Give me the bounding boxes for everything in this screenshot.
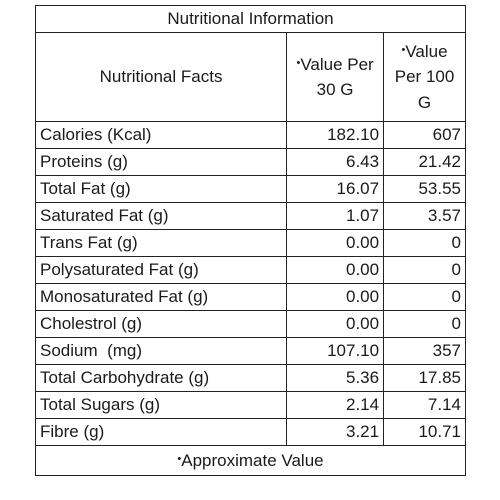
value-per-30g: 5.36: [286, 364, 385, 392]
value-per-100g: 3.57: [383, 202, 466, 230]
value-per-30g: 0.00: [286, 256, 385, 284]
table-row: Trans Fat (g) 0.00 0: [34, 229, 466, 257]
asterisk-mark: •: [401, 43, 406, 56]
value-per-30g: 16.07: [286, 175, 385, 203]
value-per-100g: 0: [383, 256, 466, 284]
table-row: Saturated Fat (g) 1.07 3.57: [34, 202, 466, 230]
value-per-100g: 10.71: [383, 418, 466, 446]
asterisk-mark: •: [177, 452, 182, 465]
value-per-30g: 0.00: [286, 283, 385, 311]
value-per-30g: 107.10: [286, 337, 385, 365]
header-value-per-30g-label: Value Per 30 G: [300, 54, 374, 100]
value-per-100g: 0: [383, 229, 466, 257]
nutrient-name: Fibre (g): [34, 418, 288, 446]
header-value-per-100g-label: Value Per 100 G: [394, 41, 455, 112]
nutrient-name: Polysaturated Fat (g): [34, 256, 288, 284]
value-per-30g: 182.10: [286, 121, 385, 149]
nutrient-name: Calories (Kcal): [34, 121, 288, 149]
footer-row: •Approximate Value: [35, 445, 466, 476]
header-value-per-100g: •Value Per 100 G: [383, 32, 466, 122]
table-row: Total Sugars (g) 2.14 7.14: [34, 391, 466, 419]
nutrient-name: Total Sugars (g): [34, 391, 288, 419]
asterisk-mark: •: [296, 56, 301, 69]
value-per-30g: 1.07: [286, 202, 385, 230]
table-row: Sodium (mg) 107.10 357: [34, 337, 466, 365]
table-row: Calories (Kcal) 182.10 607: [34, 121, 466, 149]
table-row: Fibre (g) 3.21 10.71: [34, 418, 466, 446]
nutrient-name: Monosaturated Fat (g): [34, 283, 288, 311]
nutrient-name: Total Carbohydrate (g): [34, 364, 288, 392]
value-per-30g: 6.43: [286, 148, 385, 176]
value-per-100g: 357: [383, 337, 466, 365]
table-title: Nutritional Information: [35, 5, 466, 33]
value-per-100g: 17.85: [383, 364, 466, 392]
value-per-30g: 2.14: [286, 391, 385, 419]
value-per-30g: 0.00: [286, 229, 385, 257]
table-row: Polysaturated Fat (g) 0.00 0: [34, 256, 466, 284]
nutrition-table: Nutritional Information Nutritional Fact…: [34, 5, 466, 476]
footnote: •Approximate Value: [35, 445, 466, 476]
header-value-per-30g: •Value Per 30 G: [286, 32, 385, 122]
table-row: Monosaturated Fat (g) 0.00 0: [34, 283, 466, 311]
nutrient-name: Trans Fat (g): [34, 229, 288, 257]
value-per-100g: 607: [383, 121, 466, 149]
title-row: Nutritional Information: [35, 5, 466, 33]
nutrient-name: Saturated Fat (g): [34, 202, 288, 230]
table-row: Cholestrol (g) 0.00 0: [34, 310, 466, 338]
nutrient-name: Sodium (mg): [34, 337, 288, 365]
value-per-30g: 3.21: [286, 418, 385, 446]
nutrient-name: Total Fat (g): [34, 175, 288, 203]
nutrient-name: Proteins (g): [34, 148, 288, 176]
table-row: Total Fat (g) 16.07 53.55: [34, 175, 466, 203]
nutrient-name: Cholestrol (g): [34, 310, 288, 338]
table-row: Total Carbohydrate (g) 5.36 17.85: [34, 364, 466, 392]
footnote-text: Approximate Value: [181, 450, 324, 470]
table-row: Proteins (g) 6.43 21.42: [34, 148, 466, 176]
value-per-100g: 21.42: [383, 148, 466, 176]
value-per-100g: 0: [383, 283, 466, 311]
value-per-100g: 0: [383, 310, 466, 338]
header-nutritional-facts: Nutritional Facts: [34, 32, 288, 122]
value-per-30g: 0.00: [286, 310, 385, 338]
value-per-100g: 53.55: [383, 175, 466, 203]
header-row: Nutritional Facts •Value Per 30 G •Value…: [34, 32, 466, 122]
value-per-100g: 7.14: [383, 391, 466, 419]
